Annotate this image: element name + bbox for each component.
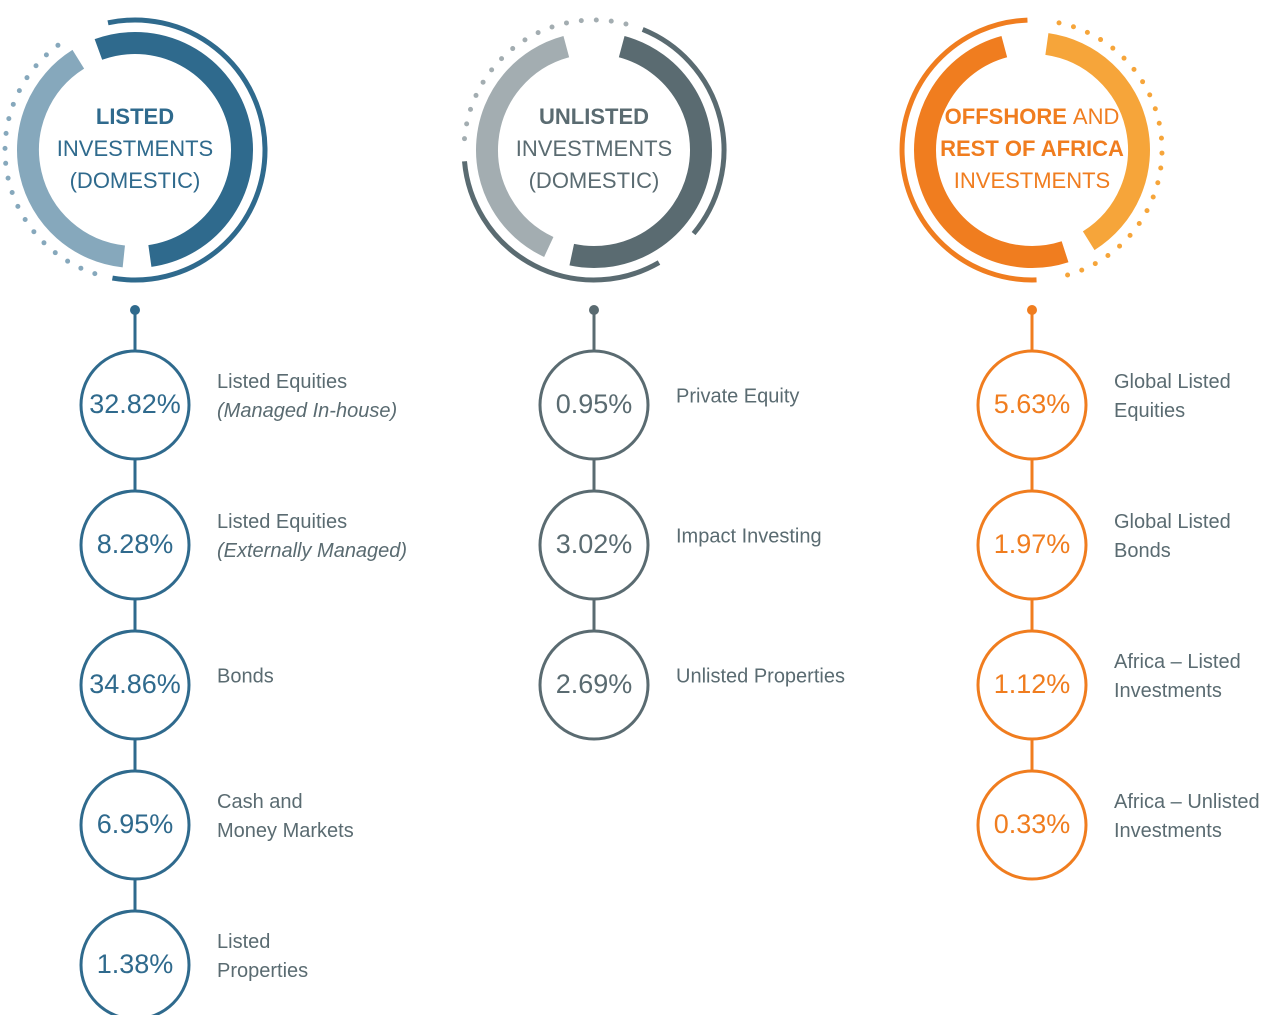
item-circle: [79, 769, 191, 881]
item-label: Global Listed: [1114, 511, 1231, 533]
header-segment: (DOMESTIC): [529, 168, 660, 193]
item-circle: [976, 349, 1088, 461]
item-note: (Managed In-house): [217, 400, 397, 422]
header-line: (DOMESTIC): [70, 168, 201, 193]
item-value: 1.38%: [97, 949, 174, 979]
item-circle: [79, 909, 191, 1015]
item-value: 34.86%: [89, 669, 181, 699]
ring-dots: [1052, 20, 1165, 281]
item-label: Money Markets: [217, 820, 354, 842]
item-value: 0.95%: [556, 389, 633, 419]
header-line: OFFSHORE AND: [945, 104, 1120, 129]
item-circle: [538, 489, 650, 601]
item-label: Properties: [217, 960, 308, 982]
ring-thin: [899, 17, 1037, 283]
item-label: Bonds: [1114, 540, 1171, 562]
item-circle: [538, 629, 650, 741]
header-line: INVESTMENTS: [516, 136, 672, 161]
item-circle: [976, 629, 1088, 741]
ring-inner: [1045, 33, 1150, 251]
item-label: Cash and: [217, 791, 303, 813]
header-segment: LISTED: [96, 104, 174, 129]
item-label: Africa – Unlisted: [1114, 791, 1260, 813]
ring-inner: [17, 49, 126, 268]
connector-dot: [589, 305, 599, 315]
item-value: 8.28%: [97, 529, 174, 559]
item-value: 1.97%: [994, 529, 1071, 559]
item-circle: [538, 349, 650, 461]
item-circle: [79, 349, 191, 461]
ring-outer: [914, 36, 1069, 269]
header-segment: (DOMESTIC): [70, 168, 201, 193]
item-label: Listed: [217, 931, 270, 953]
column: UNLISTED INVESTMENTS (DOMESTIC) 0.95% Privat…: [461, 17, 845, 741]
header-segment: INVESTMENTS: [516, 136, 672, 161]
ring-outer: [569, 36, 712, 268]
item-value: 0.33%: [994, 809, 1071, 839]
header-segment: INVESTMENTS: [57, 136, 213, 161]
connector-dot: [1027, 305, 1037, 315]
connector-dot: [130, 305, 140, 315]
ring-inner: [476, 36, 570, 257]
item-circle: [79, 629, 191, 741]
item-label: Unlisted Properties: [676, 665, 845, 687]
item-label: Private Equity: [676, 385, 799, 407]
item-label: Listed Equities: [217, 511, 347, 533]
item-value: 2.69%: [556, 669, 633, 699]
header-segment: UNLISTED: [539, 104, 649, 129]
item-label: Investments: [1114, 820, 1222, 842]
item-label: Equities: [1114, 400, 1185, 422]
ring-dots: [2, 34, 98, 277]
header-segment: OFFSHORE: [945, 104, 1067, 129]
item-label: Global Listed: [1114, 371, 1231, 393]
header-line: (DOMESTIC): [529, 168, 660, 193]
header-segment: INVESTMENTS: [954, 168, 1110, 193]
item-label: Investments: [1114, 680, 1222, 702]
item-label: Listed Equities: [217, 371, 347, 393]
item-circle: [79, 489, 191, 601]
header-segment: AND: [1073, 104, 1119, 129]
item-label: Bonds: [217, 665, 274, 687]
header-segment: REST OF AFRICA: [940, 136, 1124, 161]
header-line: REST OF AFRICA: [940, 136, 1124, 161]
ring-thin: [641, 27, 727, 236]
ring-outer: [94, 32, 253, 267]
ring-thin: [462, 161, 661, 283]
item-note: (Externally Managed): [217, 540, 407, 562]
header-line: INVESTMENTS: [954, 168, 1110, 193]
item-circle: [976, 489, 1088, 601]
item-value: 3.02%: [556, 529, 633, 559]
ring-dots: [461, 17, 631, 142]
ring-thin: [107, 17, 268, 283]
item-circle: [976, 769, 1088, 881]
item-value: 32.82%: [89, 389, 181, 419]
column: LISTED INVESTMENTS (DOMESTIC) 32.82% Listed …: [2, 17, 407, 1015]
item-label: Africa – Listed: [1114, 651, 1241, 673]
header-line: INVESTMENTS: [57, 136, 213, 161]
item-label: Impact Investing: [676, 525, 822, 547]
header-line: LISTED: [96, 104, 174, 129]
column: OFFSHORE AND REST OF AFRICA INVESTMENTS 5.63…: [899, 17, 1260, 881]
item-value: 6.95%: [97, 809, 174, 839]
header-line: UNLISTED: [539, 104, 649, 129]
item-value: 1.12%: [994, 669, 1071, 699]
item-value: 5.63%: [994, 389, 1071, 419]
